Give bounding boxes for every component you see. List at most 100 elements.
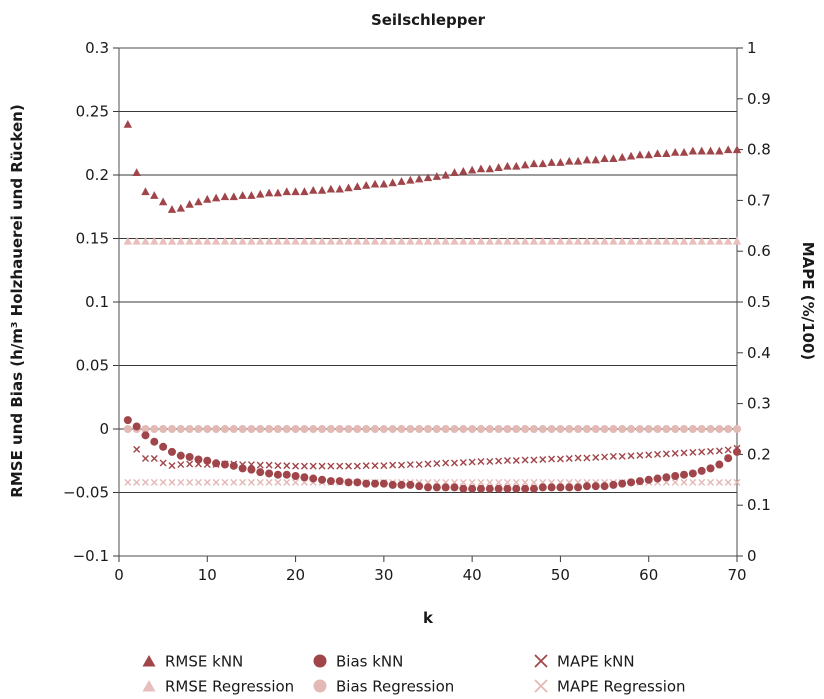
data-point (565, 425, 574, 433)
data-point (653, 236, 662, 245)
data-point (459, 484, 468, 493)
data-point (273, 470, 282, 479)
data-point (353, 236, 362, 245)
data-point (573, 236, 583, 245)
data-point (344, 425, 353, 433)
data-point (158, 236, 168, 245)
data-point (662, 473, 671, 482)
data-point (141, 236, 150, 245)
data-point (723, 145, 733, 154)
data-point (335, 477, 344, 486)
data-point (203, 236, 212, 245)
data-point (415, 482, 424, 491)
data-point (688, 236, 698, 245)
data-point (556, 236, 565, 245)
data-point (529, 236, 539, 245)
data-point (186, 478, 194, 486)
data-point (344, 478, 353, 487)
x-tick-label-3: 30 (374, 566, 393, 584)
data-point (635, 236, 645, 245)
data-point (723, 236, 733, 245)
data-point (194, 197, 203, 206)
data-point (441, 425, 450, 433)
data-point (495, 478, 503, 486)
data-point (194, 460, 202, 468)
data-point (591, 155, 600, 164)
y2-axis-title: MAPE (%/100) (799, 242, 817, 361)
data-point (238, 191, 247, 199)
data-point (459, 478, 467, 486)
data-point (601, 453, 609, 461)
data-point (707, 447, 715, 455)
data-point (600, 154, 609, 163)
data-point (318, 475, 327, 484)
data-point (697, 236, 706, 245)
data-point (538, 425, 547, 433)
data-point (326, 236, 336, 245)
y2-tick-label-9: 0.9 (747, 90, 771, 108)
data-point (547, 236, 556, 245)
data-point (494, 425, 503, 433)
data-point (150, 236, 159, 245)
data-point (450, 168, 459, 177)
data-point (468, 478, 476, 486)
data-point (582, 236, 592, 245)
data-point (529, 425, 538, 433)
data-point (645, 451, 653, 459)
data-point (671, 449, 679, 457)
data-point (318, 425, 327, 433)
data-point (636, 451, 644, 459)
data-point (688, 425, 697, 433)
data-point (132, 422, 141, 431)
data-point (123, 236, 133, 245)
data-point (565, 156, 574, 165)
data-point (185, 425, 194, 433)
data-point (644, 236, 653, 245)
data-point (715, 146, 724, 155)
data-point (353, 182, 362, 190)
data-point (247, 425, 256, 433)
data-point (309, 236, 318, 245)
data-point (291, 425, 300, 433)
data-point (538, 483, 547, 492)
data-point (521, 425, 530, 433)
data-point (609, 452, 617, 460)
data-point (600, 236, 609, 245)
data-point (167, 447, 176, 456)
data-point (635, 477, 644, 486)
data-point (688, 146, 698, 155)
data-point (547, 158, 556, 166)
data-point (150, 454, 158, 462)
data-point (423, 236, 433, 245)
y-axis-ticks: −0.1 −0.05 0 0.05 0.1 0.15 0.2 0.25 0.3 (63, 39, 119, 565)
y2-tick-label-6: 0.6 (747, 242, 771, 260)
data-point (424, 460, 432, 468)
data-point (264, 188, 274, 197)
data-point (282, 470, 291, 479)
data-point (538, 159, 547, 168)
data-point (609, 480, 618, 489)
data-point (512, 425, 521, 433)
data-point (203, 456, 212, 465)
data-point (158, 197, 168, 206)
data-point (503, 484, 512, 493)
data-point (274, 478, 282, 486)
data-point (592, 453, 600, 461)
data-point (530, 478, 538, 486)
data-point (380, 462, 388, 470)
data-point (530, 456, 538, 464)
legend-marker (142, 680, 156, 692)
data-point (662, 450, 670, 458)
data-point (230, 478, 238, 486)
data-point (273, 236, 283, 245)
data-point (529, 484, 538, 493)
legend-label: Bias Regression (336, 678, 454, 696)
data-point (124, 478, 132, 486)
data-point (715, 447, 723, 455)
data-point (415, 425, 424, 433)
data-point (203, 425, 212, 433)
data-point (167, 205, 177, 213)
data-point (476, 236, 486, 245)
legend-marker (534, 654, 548, 668)
data-point (203, 478, 211, 486)
